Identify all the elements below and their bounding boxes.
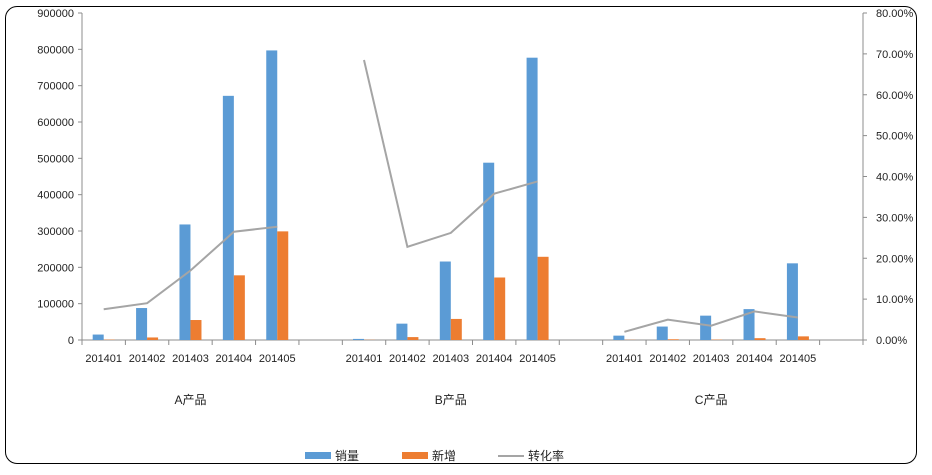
right-tick-label: 40.00% (876, 172, 914, 184)
x-tick-label: 201403 (172, 353, 209, 365)
bar-sales (136, 308, 148, 340)
x-tick-label: 201401 (346, 353, 383, 365)
x-tick-label: 201403 (693, 353, 730, 365)
bar-new (190, 320, 202, 340)
right-tick-label: 10.00% (876, 294, 914, 306)
bar-new (233, 275, 245, 340)
bar-new (494, 277, 506, 340)
left-tick-label: 0 (68, 335, 74, 347)
bar-sales (700, 315, 712, 340)
bar-new (797, 336, 809, 340)
x-tick-label: 201404 (476, 353, 513, 365)
right-tick-label: 20.00% (876, 253, 914, 265)
x-tick-label: 201402 (649, 353, 686, 365)
bar-sales (483, 162, 495, 340)
group-label: C产品 (695, 393, 728, 407)
legend-label: 转化率 (528, 448, 564, 463)
x-tick-label: 201404 (736, 353, 773, 365)
legend-label: 销量 (335, 449, 359, 463)
x-tick-label: 201405 (519, 353, 556, 365)
bar-sales (656, 326, 668, 340)
right-tick-label: 50.00% (876, 131, 914, 143)
group-label: A产品 (174, 393, 206, 407)
bar-sales (266, 50, 278, 340)
x-tick-label: 201403 (432, 353, 469, 365)
bar-new (277, 231, 289, 340)
bar-new (450, 318, 462, 340)
x-tick-label: 201402 (389, 353, 426, 365)
bar-sales (743, 309, 755, 340)
left-tick-label: 400000 (37, 190, 74, 202)
bar-sales (396, 323, 408, 340)
group-label: B产品 (435, 393, 467, 407)
legend-label: 新增 (432, 448, 456, 463)
legend-swatch (402, 452, 428, 459)
bar-sales (439, 261, 451, 340)
right-tick-label: 0.00% (876, 335, 907, 347)
bar-new (537, 256, 549, 340)
bar-sales (353, 338, 365, 340)
line-conversion-rate (624, 310, 799, 333)
x-tick-label: 201405 (259, 353, 296, 365)
left-tick-label: 300000 (37, 226, 74, 238)
chart-frame (5, 6, 917, 464)
bar-sales (222, 95, 234, 340)
left-tick-label: 900000 (37, 8, 74, 20)
bar-new (147, 337, 159, 340)
bar-sales (179, 224, 191, 340)
left-tick-label: 200000 (37, 262, 74, 274)
bar-new (407, 337, 419, 340)
bar-sales (786, 263, 798, 340)
left-tick-label: 800000 (37, 44, 74, 56)
bar-new (667, 339, 679, 340)
right-tick-label: 60.00% (876, 90, 914, 102)
left-tick-label: 100000 (37, 299, 74, 311)
right-tick-label: 30.00% (876, 212, 914, 224)
x-tick-label: 201405 (780, 353, 817, 365)
left-tick-label: 700000 (37, 81, 74, 93)
line-conversion-rate (363, 59, 538, 249)
x-tick-label: 201402 (129, 353, 166, 365)
right-tick-label: 70.00% (876, 49, 914, 61)
legend-swatch (305, 452, 331, 459)
bar-new (754, 338, 766, 340)
bar-sales (526, 57, 538, 340)
right-tick-label: 80.00% (876, 8, 914, 20)
bar-sales (92, 334, 104, 340)
x-tick-label: 201404 (216, 353, 253, 365)
left-tick-label: 500000 (37, 153, 74, 165)
line-conversion-rate (103, 225, 278, 311)
bar-sales (613, 335, 625, 340)
left-tick-label: 600000 (37, 117, 74, 129)
x-tick-label: 201401 (606, 353, 643, 365)
x-tick-label: 201401 (85, 353, 122, 365)
